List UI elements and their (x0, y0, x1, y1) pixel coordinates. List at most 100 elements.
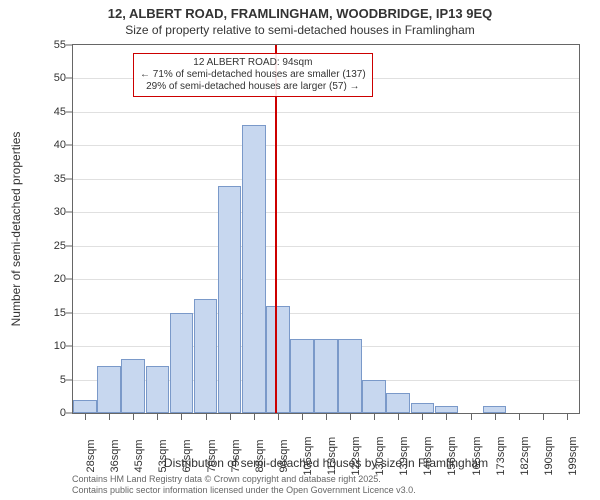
y-tick-mark (66, 78, 72, 79)
x-tick-label: 165sqm (471, 436, 483, 475)
y-tick-mark (66, 312, 72, 313)
y-tick-label: 50 (36, 72, 66, 84)
x-tick-label: 130sqm (374, 436, 386, 475)
y-tick-label: 25 (36, 240, 66, 252)
x-tick-mark (133, 414, 134, 420)
x-tick-mark (230, 414, 231, 420)
histogram-bar (386, 393, 410, 413)
gridline (73, 279, 579, 280)
gridline (73, 313, 579, 314)
histogram-bar (73, 400, 97, 413)
x-tick-mark (471, 414, 472, 420)
x-tick-mark (374, 414, 375, 420)
y-tick-label: 55 (36, 39, 66, 51)
x-tick-label: 62sqm (181, 439, 193, 472)
y-tick-mark (66, 45, 72, 46)
x-tick-mark (446, 414, 447, 420)
x-tick-label: 148sqm (422, 436, 434, 475)
x-tick-mark (495, 414, 496, 420)
x-tick-label: 36sqm (109, 439, 121, 472)
annotation-box: 12 ALBERT ROAD: 94sqm ← 71% of semi-deta… (133, 53, 373, 97)
y-tick-mark (66, 245, 72, 246)
gridline (73, 145, 579, 146)
x-tick-label: 88sqm (254, 439, 266, 472)
x-tick-mark (398, 414, 399, 420)
y-tick-label: 40 (36, 139, 66, 151)
x-tick-label: 182sqm (519, 436, 531, 475)
y-tick-mark (66, 346, 72, 347)
x-tick-label: 28sqm (85, 439, 97, 472)
histogram-bar (362, 380, 386, 413)
x-tick-mark (543, 414, 544, 420)
plot-area: 12 ALBERT ROAD: 94sqm ← 71% of semi-deta… (72, 44, 580, 414)
y-tick-label: 30 (36, 206, 66, 218)
y-tick-mark (66, 145, 72, 146)
x-tick-label: 96sqm (278, 439, 290, 472)
chart-title: 12, ALBERT ROAD, FRAMLINGHAM, WOODBRIDGE… (0, 6, 600, 21)
x-tick-mark (519, 414, 520, 420)
x-tick-label: 173sqm (495, 436, 507, 475)
y-tick-label: 0 (36, 407, 66, 419)
chart-subtitle: Size of property relative to semi-detach… (0, 23, 600, 37)
x-tick-label: 156sqm (446, 436, 458, 475)
annotation-line1: 12 ALBERT ROAD: 94sqm (140, 57, 366, 69)
gridline (73, 112, 579, 113)
copyright-line2: Contains public sector information licen… (72, 485, 416, 496)
x-tick-mark (422, 414, 423, 420)
y-tick-mark (66, 413, 72, 414)
histogram-bar (218, 186, 242, 413)
x-tick-label: 113sqm (326, 437, 338, 475)
gridline (73, 246, 579, 247)
x-tick-mark (85, 414, 86, 420)
x-tick-mark (350, 414, 351, 420)
histogram-bar (290, 339, 314, 413)
copyright-line1: Contains HM Land Registry data © Crown c… (72, 474, 416, 485)
histogram-bar (97, 366, 121, 413)
histogram-bar (121, 359, 145, 413)
reference-line (275, 45, 277, 413)
copyright-text: Contains HM Land Registry data © Crown c… (72, 474, 416, 496)
x-tick-mark (278, 414, 279, 420)
y-tick-mark (66, 379, 72, 380)
x-tick-mark (206, 414, 207, 420)
y-tick-label: 5 (36, 374, 66, 386)
annotation-line3: 29% of semi-detached houses are larger (… (140, 81, 366, 93)
y-tick-mark (66, 111, 72, 112)
x-tick-mark (326, 414, 327, 420)
histogram-bar (146, 366, 170, 413)
histogram-bar (170, 313, 194, 413)
histogram-bar (435, 406, 459, 413)
y-tick-mark (66, 279, 72, 280)
x-tick-label: 79sqm (230, 439, 242, 472)
histogram-bar (411, 403, 435, 413)
histogram-bar (314, 339, 338, 413)
histogram-bar (483, 406, 507, 413)
x-tick-label: 199sqm (567, 436, 579, 475)
y-tick-label: 35 (36, 173, 66, 185)
x-tick-label: 139sqm (398, 436, 410, 475)
x-tick-mark (109, 414, 110, 420)
y-tick-label: 20 (36, 273, 66, 285)
y-tick-mark (66, 178, 72, 179)
x-tick-mark (567, 414, 568, 420)
gridline (73, 179, 579, 180)
histogram-bar (266, 306, 290, 413)
x-tick-label: 190sqm (543, 436, 555, 475)
y-tick-mark (66, 212, 72, 213)
x-tick-mark (254, 414, 255, 420)
x-tick-mark (181, 414, 182, 420)
annotation-line2: ← 71% of semi-detached houses are smalle… (140, 69, 366, 81)
y-tick-label: 15 (36, 307, 66, 319)
y-tick-label: 10 (36, 340, 66, 352)
histogram-bar (194, 299, 218, 413)
x-tick-label: 70sqm (206, 439, 218, 472)
x-tick-label: 122sqm (350, 436, 362, 475)
x-tick-label: 53sqm (157, 439, 169, 472)
x-tick-label: 105sqm (302, 436, 314, 475)
y-axis-label: Number of semi-detached properties (9, 132, 23, 327)
y-tick-label: 45 (36, 106, 66, 118)
histogram-bar (338, 339, 362, 413)
histogram-bar (242, 125, 266, 413)
x-tick-mark (302, 414, 303, 420)
x-tick-label: 45sqm (133, 439, 145, 472)
